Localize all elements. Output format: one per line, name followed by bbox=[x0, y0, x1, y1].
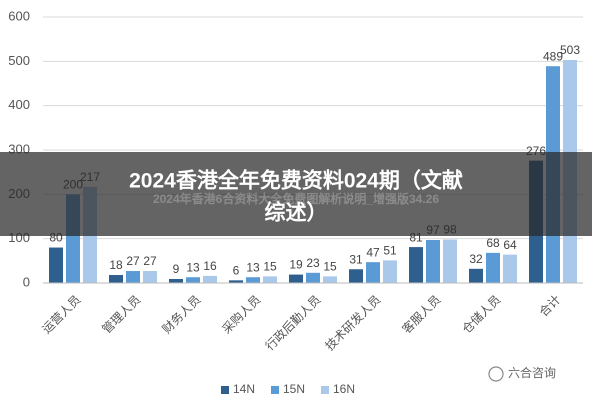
bar bbox=[229, 280, 243, 283]
data-label: 23 bbox=[306, 256, 320, 270]
bar bbox=[169, 279, 183, 283]
legend-swatch bbox=[221, 386, 229, 394]
bar bbox=[503, 254, 517, 283]
y-tick-label: 600 bbox=[8, 8, 30, 23]
data-label: 51 bbox=[383, 244, 397, 258]
bar bbox=[143, 271, 157, 283]
data-label: 6 bbox=[233, 264, 240, 278]
data-label: 13 bbox=[246, 260, 260, 274]
bar bbox=[383, 260, 397, 283]
data-label: 27 bbox=[126, 254, 140, 268]
data-label: 64 bbox=[503, 238, 517, 252]
bar bbox=[366, 262, 380, 283]
bar bbox=[349, 269, 363, 283]
bar bbox=[409, 247, 423, 283]
overlay-title: 综述） bbox=[265, 201, 328, 225]
bar bbox=[186, 277, 200, 283]
bar bbox=[109, 275, 123, 283]
bar bbox=[49, 247, 63, 283]
y-tick-label: 500 bbox=[8, 53, 30, 68]
data-label: 489 bbox=[543, 49, 563, 63]
data-label: 13 bbox=[186, 260, 200, 274]
overlay-title: 2024香港全年免费资料024期（文献 bbox=[129, 169, 463, 193]
bar bbox=[323, 276, 337, 283]
data-label: 27 bbox=[143, 254, 157, 268]
data-label: 18 bbox=[109, 258, 123, 272]
y-tick-label: 400 bbox=[8, 97, 30, 112]
watermark: 六合咨询 bbox=[508, 365, 556, 380]
bar bbox=[263, 276, 277, 283]
data-label: 15 bbox=[323, 260, 337, 274]
data-label: 19 bbox=[289, 258, 303, 272]
data-label: 31 bbox=[349, 252, 363, 266]
bar bbox=[469, 268, 483, 283]
data-label: 15 bbox=[263, 260, 277, 274]
bar bbox=[126, 271, 140, 283]
bar bbox=[289, 274, 303, 283]
y-tick-label: 0 bbox=[23, 274, 30, 289]
legend-swatch bbox=[321, 386, 329, 394]
bar bbox=[246, 277, 260, 283]
data-label: 47 bbox=[366, 245, 380, 259]
bar bbox=[486, 252, 500, 283]
data-label: 32 bbox=[469, 252, 483, 266]
legend-label: 14N bbox=[233, 382, 255, 396]
data-label: 503 bbox=[560, 43, 580, 57]
bar bbox=[306, 272, 320, 283]
legend-label: 16N bbox=[333, 382, 355, 396]
overlay-subtitle: 2024年香港6合资料大全免费图解析说明_增强版34.26 bbox=[153, 191, 439, 206]
bar bbox=[443, 239, 457, 283]
data-label: 9 bbox=[173, 262, 180, 276]
legend-label: 15N bbox=[283, 382, 305, 396]
data-label: 68 bbox=[486, 236, 500, 250]
bar bbox=[203, 275, 217, 283]
data-label: 16 bbox=[203, 259, 217, 273]
bar bbox=[426, 239, 440, 283]
watermark-icon bbox=[488, 366, 504, 382]
legend-swatch bbox=[271, 386, 279, 394]
overlay-band bbox=[0, 152, 592, 236]
